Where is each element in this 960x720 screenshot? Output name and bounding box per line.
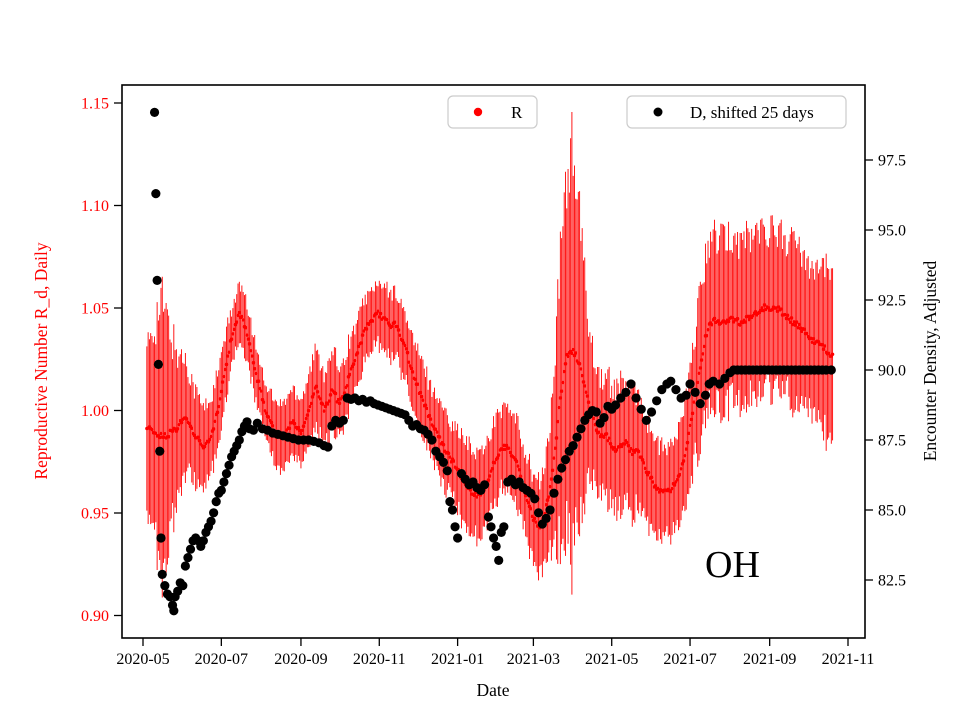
state-annotation: OH [705,544,760,586]
x-axis-ticks: 2020-05 2020-07 2020-09 2020-11 2021-01 2021-… [116,638,874,668]
svg-text:85.0: 85.0 [878,503,906,520]
legend-d-marker-dot [653,107,663,117]
d-scatter-series [149,107,836,616]
svg-text:0.90: 0.90 [81,608,109,625]
svg-text:1.00: 1.00 [81,403,109,420]
svg-text:2021-05: 2021-05 [585,651,638,668]
svg-text:2021-07: 2021-07 [663,651,716,668]
svg-text:95.0: 95.0 [878,223,906,240]
svg-text:87.5: 87.5 [878,433,906,450]
svg-text:97.5: 97.5 [878,153,906,170]
svg-text:2020-11: 2020-11 [353,651,406,668]
legend-r-frame [447,95,538,129]
legend-r-label: R [511,103,523,122]
legend-d-label: D, shifted 25 days [690,103,814,122]
svg-text:90.0: 90.0 [878,363,906,380]
legend-d-frame [626,95,847,129]
svg-text:2020-07: 2020-07 [195,651,248,668]
svg-text:1.10: 1.10 [81,198,109,215]
svg-text:92.5: 92.5 [878,293,906,310]
x-axis-label: Date [476,680,509,700]
svg-text:2021-11: 2021-11 [822,651,875,668]
svg-text:2021-09: 2021-09 [743,651,796,668]
svg-text:1.15: 1.15 [81,96,109,113]
legend-r-marker-dot [473,107,483,117]
y-left-axis-ticks: 0.90 0.95 1.00 1.05 1.10 1.15 [81,96,122,625]
y-left-axis-label: Reproductive Number R_d, Daily [31,242,51,479]
legend-d: D, shifted 25 days [626,95,847,129]
legend-r: R [447,95,538,129]
plot-frame [121,84,866,639]
y-right-axis-ticks: 82.5 85.0 87.5 90.0 92.5 95.0 97.5 [865,153,906,590]
y-right-axis-label: Encounter Density, Adjusted [920,260,940,461]
svg-text:2021-03: 2021-03 [507,651,560,668]
svg-text:0.95: 0.95 [81,506,109,523]
svg-text:82.5: 82.5 [878,573,906,590]
svg-text:2020-09: 2020-09 [274,651,327,668]
svg-text:2021-01: 2021-01 [431,651,484,668]
svg-text:1.05: 1.05 [81,301,109,318]
svg-text:2020-05: 2020-05 [116,651,169,668]
